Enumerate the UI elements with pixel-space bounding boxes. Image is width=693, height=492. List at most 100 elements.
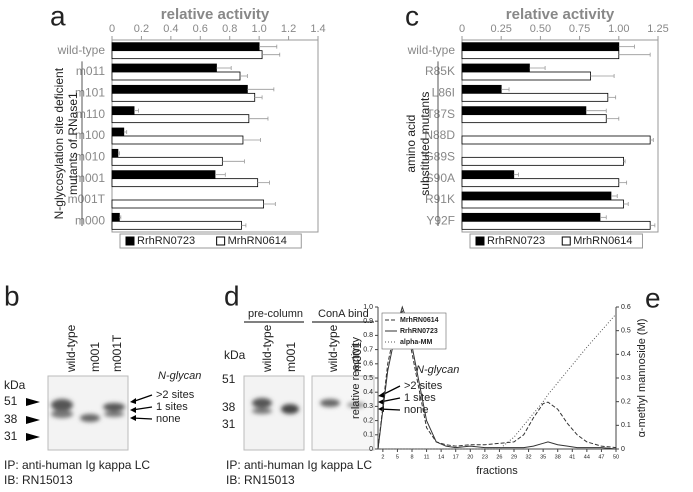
glycan-label: N-glycan — [158, 370, 201, 382]
x-tick-label: 0 — [459, 23, 465, 35]
marker-arrows — [26, 398, 40, 441]
bar — [111, 178, 259, 188]
x-tick-label: 0.50 — [530, 23, 551, 35]
marker-label: 38 — [222, 400, 236, 414]
x-tick-label: 5 — [396, 454, 399, 460]
error-bar — [650, 223, 656, 228]
legend-label: RrhRN0723 — [137, 235, 195, 247]
x-tick-label: 35 — [540, 454, 546, 460]
ib-label: IB: RN15013 — [4, 473, 73, 487]
site-label: 1 sites — [156, 401, 188, 413]
y-tick-label: 0.4 — [363, 389, 373, 396]
x-tick-label: 2 — [381, 454, 384, 460]
y-tick-label: 0.3 — [363, 403, 373, 410]
panel-letter: c — [405, 0, 419, 31]
bar — [461, 42, 620, 52]
legend-label: RrhRN0723 — [487, 235, 545, 247]
x-tick-label: 8 — [410, 454, 413, 460]
category-label: N88D — [424, 128, 455, 142]
error-bar — [501, 87, 510, 92]
x-tick-label: 1.4 — [310, 23, 325, 35]
y-tick-label: 0.6 — [363, 361, 373, 368]
bar — [111, 212, 120, 222]
category-label: Y92F — [426, 214, 455, 228]
kda-label: kDa — [224, 348, 246, 362]
error-bar — [650, 138, 654, 142]
panel-letter: b — [4, 280, 20, 311]
x-tick-label: 0 — [109, 23, 115, 35]
x-tick-label: 0.25 — [490, 23, 511, 35]
category-label: G89S — [424, 150, 455, 164]
glycan-label: N-glycan — [416, 364, 459, 376]
y-axis-title: amino acid — [404, 115, 418, 173]
error-bar — [262, 52, 281, 57]
y-axis-title: N-glycosylation site deficient — [52, 67, 66, 219]
y2-tick-label: 0.3 — [621, 375, 631, 382]
error-bar — [618, 44, 635, 49]
x-tick-label: 50 — [613, 454, 619, 460]
category-label: m100 — [75, 128, 105, 142]
error-bar — [241, 223, 247, 228]
error-bar — [222, 159, 245, 164]
x-tick-label: 1.2 — [281, 23, 296, 35]
category-label: m001 — [75, 171, 105, 185]
bar — [461, 135, 651, 145]
error-bar — [590, 74, 615, 78]
panel-letter: e — [645, 282, 661, 313]
error-bar — [599, 215, 607, 220]
y-tick-label: 0.8 — [363, 332, 373, 339]
y-axis-title: substituted mutants — [418, 92, 432, 196]
bar — [461, 71, 591, 81]
legend-label: MrhRN0614 — [573, 235, 632, 247]
lane-label: wild-type — [64, 324, 78, 373]
y-tick-label: 0.9 — [363, 318, 373, 325]
error-bar — [259, 44, 278, 49]
category-label: wild-type — [57, 43, 106, 57]
bar — [111, 106, 135, 116]
y-tick-label: 0.2 — [363, 417, 373, 424]
panel-b: b wild-type m001 m001T kDa 51 38 31 N-gl… — [4, 280, 201, 487]
x-tick-label: 29 — [511, 454, 517, 460]
error-bar — [529, 66, 546, 70]
bar — [461, 63, 530, 73]
error-bar — [257, 180, 270, 185]
category-label: m001T — [68, 192, 106, 206]
legend-swatch — [561, 236, 571, 246]
bar — [461, 84, 502, 94]
y2-tick-label: 0.6 — [621, 304, 631, 311]
gel-bands — [252, 398, 365, 414]
y2-tick-label: 0.2 — [621, 399, 631, 406]
x-tick-label: 20 — [467, 454, 473, 460]
legend-frame — [381, 312, 447, 350]
bar — [461, 191, 612, 201]
error-bar — [123, 130, 128, 134]
y2-tick-label: 0.1 — [621, 422, 631, 429]
site-label: 1 sites — [404, 392, 436, 404]
bar — [111, 156, 223, 166]
error-bar — [240, 74, 248, 78]
x-tick-label: 1.00 — [608, 23, 629, 35]
site-label: none — [156, 413, 180, 425]
y2-axis-title: α-methyl mannoside (M) — [636, 319, 648, 438]
bar — [111, 199, 264, 209]
lane-label: m001 — [88, 342, 102, 372]
y-tick-label: 0 — [369, 446, 373, 453]
x-tick-label: 0.2 — [134, 23, 149, 35]
error-bar — [623, 202, 629, 206]
x-tick-label: 0.4 — [163, 23, 178, 35]
bar — [111, 92, 256, 102]
y2-tick-label: 0 — [621, 446, 625, 453]
bar — [461, 170, 515, 180]
y-tick-label: 1.0 — [363, 304, 373, 311]
lane-label: m001T — [110, 334, 124, 372]
error-bar — [513, 172, 519, 177]
marker-label: 31 — [222, 417, 236, 431]
arrow-heads — [130, 398, 136, 421]
marker-label: 31 — [4, 429, 18, 443]
ib-label: IB: RN15013 — [226, 473, 295, 487]
error-bar — [254, 95, 263, 100]
legend-label: MrhRN0614 — [228, 235, 287, 247]
bar — [111, 170, 216, 180]
bar — [111, 127, 125, 137]
group-label: pre-column — [248, 308, 303, 320]
